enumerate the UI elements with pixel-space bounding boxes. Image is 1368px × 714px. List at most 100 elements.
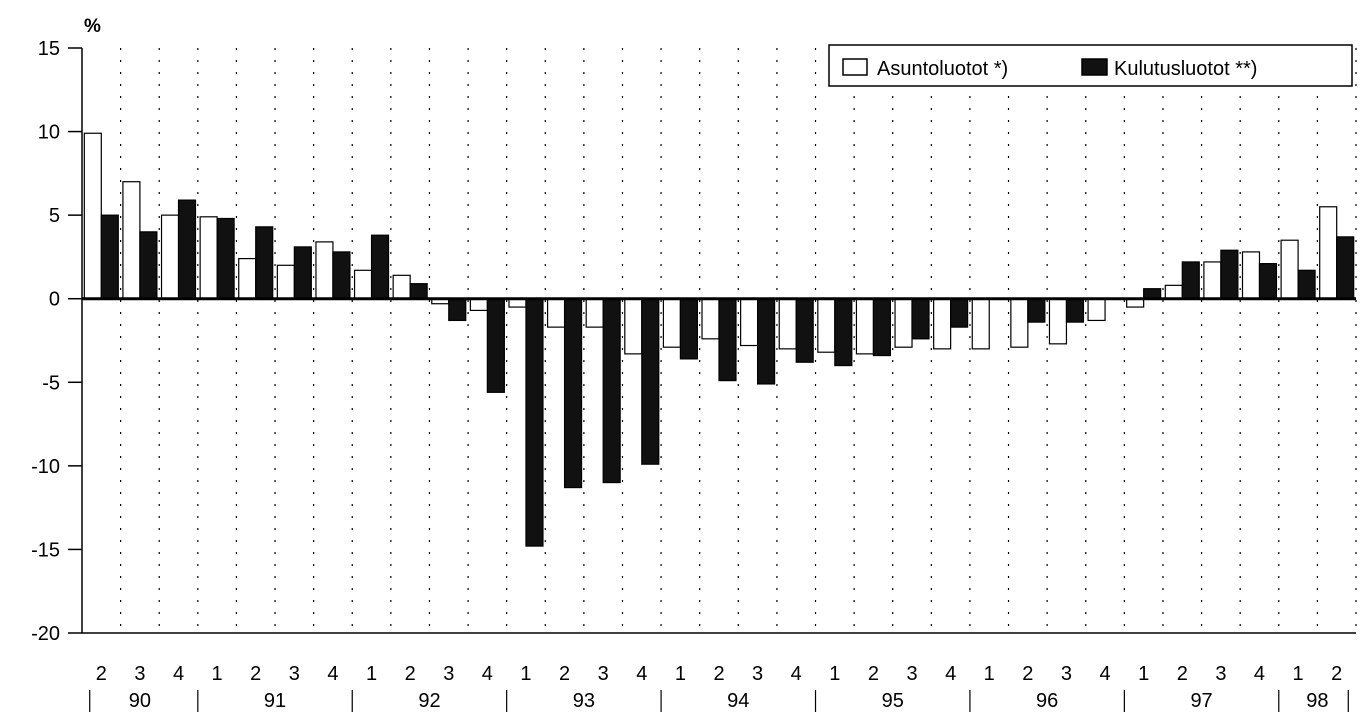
- x-quarter-label: 1: [1293, 663, 1304, 685]
- x-quarter-label: 2: [1022, 663, 1033, 685]
- legend-swatch-kulutusluotot: [1081, 58, 1108, 76]
- bar-asuntoluotot: [469, 298, 488, 312]
- bar-kulutusluotot: [950, 298, 969, 328]
- bar-asuntoluotot: [1164, 284, 1183, 300]
- x-quarter-label: 1: [984, 663, 995, 685]
- y-axis-unit-label: %: [84, 16, 101, 37]
- bar-asuntoluotot: [353, 269, 373, 300]
- bar-kulutusluotot: [139, 231, 158, 300]
- bar-asuntoluotot: [160, 214, 180, 300]
- bar-asuntoluotot: [1203, 261, 1222, 300]
- x-quarter-label: 1: [366, 663, 377, 685]
- x-year-label: 90: [129, 690, 151, 712]
- y-tick-labels: 15 10 5 0 -5 -10 -15 -20: [31, 38, 60, 645]
- x-quarter-label: 3: [1215, 663, 1226, 685]
- y-tick-label: -10: [31, 456, 60, 478]
- bar-kulutusluotot: [602, 298, 621, 484]
- y-tick-label: 10: [38, 122, 60, 144]
- x-quarter-label: 2: [1177, 663, 1188, 685]
- bar-kulutusluotot: [1027, 298, 1046, 323]
- x-quarter-label: 1: [675, 663, 686, 685]
- bar-asuntoluotot: [546, 298, 566, 328]
- bar-kulutusluotot: [177, 199, 197, 300]
- bar-asuntoluotot: [701, 298, 720, 340]
- x-quarter-label: 4: [1254, 663, 1265, 685]
- legend-label-asuntoluotot: Asuntoluotot *): [877, 58, 1008, 80]
- legend: Asuntoluotot *) Kulutusluotot **): [828, 44, 1353, 87]
- x-quarter-label: 3: [598, 663, 609, 685]
- x-quarter-label: 4: [636, 663, 647, 685]
- bar-kulutusluotot: [216, 217, 235, 300]
- bar-kulutusluotot: [1297, 269, 1316, 300]
- bar-asuntoluotot: [1280, 239, 1299, 300]
- bar-kulutusluotot: [1065, 298, 1085, 323]
- bar-kulutusluotot: [1181, 261, 1200, 300]
- y-tick-label: 0: [49, 289, 60, 311]
- bar-asuntoluotot: [276, 264, 295, 300]
- x-quarter-label: 2: [868, 663, 879, 685]
- bar-kulutusluotot: [1220, 249, 1239, 300]
- bar-kulutusluotot: [795, 298, 814, 363]
- bar-kulutusluotot: [1143, 288, 1162, 300]
- bar-kulutusluotot: [679, 298, 698, 360]
- x-year-label: 97: [1190, 690, 1212, 712]
- x-quarter-label: 4: [791, 663, 802, 685]
- x-year-label: 95: [882, 690, 904, 712]
- bar-kulutusluotot: [563, 298, 583, 489]
- bar-kulutusluotot: [911, 298, 930, 340]
- bar-asuntoluotot: [778, 298, 797, 350]
- bar-asuntoluotot: [1241, 251, 1261, 300]
- y-tick-label: -20: [31, 623, 60, 645]
- x-year-label: 92: [418, 690, 440, 712]
- x-quarter-label: 4: [482, 663, 493, 685]
- bar-kulutusluotot: [332, 251, 351, 300]
- y-tick-label: -5: [42, 372, 60, 394]
- x-year-label: 98: [1306, 690, 1328, 712]
- x-quarter-label: 4: [173, 663, 184, 685]
- bar-kulutusluotot: [757, 298, 776, 385]
- bar-asuntoluotot: [971, 298, 990, 350]
- grid-lines: [120, 48, 1357, 633]
- bar-kulutusluotot: [1336, 236, 1355, 300]
- bar-asuntoluotot: [83, 132, 102, 300]
- bar-kulutusluotot: [718, 298, 737, 382]
- y-tick-label: 15: [38, 38, 60, 60]
- x-quarter-label: 1: [520, 663, 531, 685]
- bar-kulutusluotot: [409, 283, 428, 300]
- bar-asuntoluotot: [585, 298, 604, 328]
- x-quarter-label: 1: [829, 663, 840, 685]
- x-year-label: 93: [573, 690, 595, 712]
- bar-kulutusluotot: [525, 298, 544, 547]
- bar-kulutusluotot: [1258, 263, 1278, 300]
- x-quarter-label: 2: [405, 663, 416, 685]
- bar-asuntoluotot: [238, 258, 257, 300]
- bar-asuntoluotot: [1087, 298, 1106, 322]
- bar-asuntoluotot: [740, 298, 759, 347]
- x-quarter-label: 4: [327, 663, 338, 685]
- x-quarter-label: 2: [1331, 663, 1342, 685]
- legend-label-kulutusluotot: Kulutusluotot **): [1114, 58, 1257, 80]
- y-tick-label: 5: [49, 205, 60, 227]
- bars-group: [83, 132, 1355, 547]
- bar-asuntoluotot: [624, 298, 643, 355]
- x-quarter-label: 2: [96, 663, 107, 685]
- x-quarter-label: 2: [250, 663, 261, 685]
- x-quarter-label: 3: [906, 663, 917, 685]
- x-quarter-label: 3: [289, 663, 300, 685]
- x-quarter-label: 4: [1099, 663, 1110, 685]
- bar-asuntoluotot: [1010, 298, 1029, 348]
- x-quarter-label: 1: [1138, 663, 1149, 685]
- bar-asuntoluotot: [1319, 206, 1338, 300]
- x-quarter-label: 2: [559, 663, 570, 685]
- x-year-label: 91: [264, 690, 286, 712]
- bar-asuntoluotot: [1048, 298, 1068, 345]
- bar-kulutusluotot: [255, 226, 274, 300]
- bar-kulutusluotot: [100, 214, 119, 300]
- bar-asuntoluotot: [315, 241, 334, 300]
- bar-asuntoluotot: [933, 298, 952, 350]
- bar-asuntoluotot: [122, 181, 141, 300]
- bar-asuntoluotot: [894, 298, 913, 348]
- bar-kulutusluotot: [293, 246, 312, 300]
- bar-kulutusluotot: [872, 298, 892, 357]
- bar-asuntoluotot: [662, 298, 681, 348]
